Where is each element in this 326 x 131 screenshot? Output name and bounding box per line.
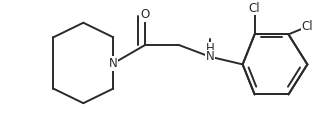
Text: O: O (141, 9, 150, 21)
Text: Cl: Cl (302, 20, 313, 33)
Text: H: H (205, 42, 214, 55)
Text: N: N (205, 50, 214, 63)
Text: N: N (109, 57, 118, 70)
Text: Cl: Cl (249, 2, 260, 15)
